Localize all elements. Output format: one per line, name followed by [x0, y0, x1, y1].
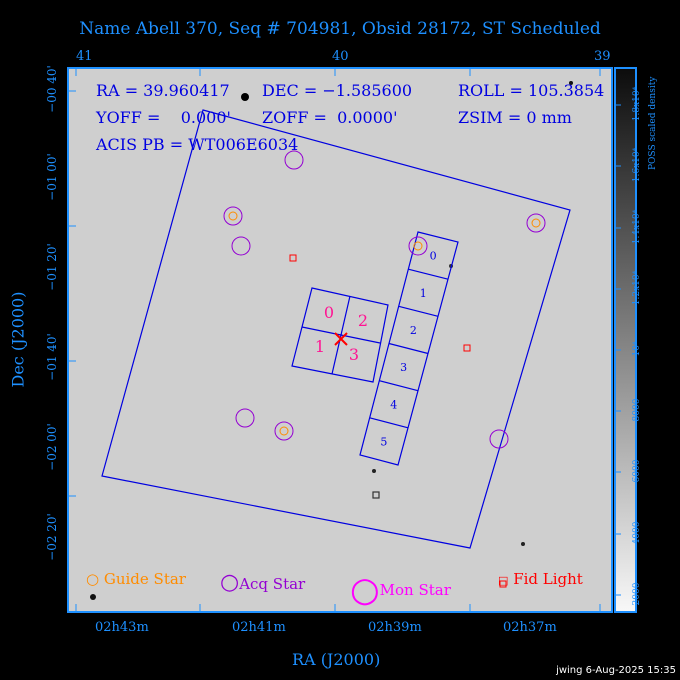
colorbar-tick-label: 6000: [632, 459, 642, 483]
acis-s-chip-label: 5: [380, 435, 387, 448]
left-tick-label: −00 40': [45, 65, 59, 113]
acq-star-circle: [235, 408, 255, 428]
chip-divider: [398, 305, 439, 317]
legend-label: Mon Star: [379, 581, 451, 599]
acis-i-chip-label: 0: [324, 303, 334, 322]
acq-star-circle: [489, 429, 509, 449]
bottom-tick-label: 02h41m: [232, 620, 286, 635]
guide-star-circle: [531, 218, 541, 228]
guide-star-circle: [228, 211, 238, 221]
acis-pb-readout: ACIS PB = WT006E6034: [96, 135, 299, 154]
x-axis-label: RA (J2000): [292, 650, 381, 669]
roll-readout: ROLL = 105.3854: [458, 81, 605, 100]
bottom-tick-label: 02h39m: [368, 620, 422, 635]
yoff-readout: YOFF = 0.000': [96, 108, 231, 127]
field-of-view: [101, 109, 571, 549]
colorbar-tick-label: 8000: [632, 398, 642, 422]
left-tick-label: −01 40': [45, 333, 59, 381]
acq-star-circle: [408, 236, 428, 256]
zsim-readout: ZSIM = 0 mm: [458, 108, 572, 127]
legend-mon-star: ○Mon Star: [350, 570, 451, 610]
acis-s-chip-label: 0: [430, 250, 437, 263]
top-tick-label: 39: [594, 49, 611, 64]
colorbar-label: POSS scaled density: [648, 76, 658, 170]
legend-guide-star: ○ Guide Star: [86, 570, 186, 588]
fid-marker: [372, 491, 380, 499]
acq-star-circle: [284, 150, 304, 170]
fid-light-marker: [463, 344, 471, 352]
acis-s-chip-label: 2: [410, 324, 417, 337]
mon-circle-icon: ○: [350, 570, 380, 610]
plot-title: Name Abell 370, Seq # 704981, Obsid 2817…: [79, 19, 601, 39]
left-tick-label: −02 00': [45, 423, 59, 471]
colorbar-tick-label: 4000: [632, 521, 642, 545]
colorbar-tick-label: 1.6x10⁴: [632, 147, 642, 183]
acq-star-circle: [231, 236, 251, 256]
chip-divider: [369, 417, 409, 429]
acq-star-circle: [274, 421, 294, 441]
legend-label: Guide Star: [103, 570, 186, 588]
legend-label: Fid Light: [513, 570, 583, 588]
legend-fid-light: □ Fid Light: [498, 570, 583, 588]
legend-acq-star: ○Acq Star: [220, 570, 305, 595]
colorbar-tick-label: 1.4x10⁴: [632, 209, 642, 245]
bottom-tick-label: 02h37m: [503, 620, 557, 635]
bottom-tick-label: 02h43m: [95, 620, 149, 635]
top-tick-label: 40: [332, 49, 349, 64]
acq-star-circle: [526, 213, 546, 233]
colorbar-tick-label: 1.8x10⁴: [632, 86, 642, 122]
guide-star-circle: [279, 426, 289, 436]
chip-divider: [379, 380, 419, 392]
footer-timestamp: jwing 6-Aug-2025 15:35: [556, 665, 676, 676]
y-axis-label: Dec (J2000): [8, 291, 28, 388]
top-tick-label: 41: [76, 49, 93, 64]
field-overlay: [101, 109, 571, 549]
fid-light-marker: [499, 580, 507, 588]
fid-square-icon: □: [498, 574, 509, 587]
chip-divider: [388, 342, 429, 355]
zoff-readout: ZOFF = 0.0000': [262, 108, 398, 127]
aimpoint-marker: [334, 332, 348, 346]
acis-i-chip-label: 2: [358, 311, 368, 330]
colorbar-tick-label: 2000: [632, 582, 642, 606]
left-tick-label: −01 20': [45, 243, 59, 291]
acis-s-chip-label: 3: [400, 361, 407, 374]
acis-i-array: [291, 287, 389, 383]
colorbar-tick-label: 10⁴: [632, 341, 642, 357]
guide-star-circle: [413, 241, 423, 251]
colorbar-tick-label: 1.2x10⁴: [632, 270, 642, 306]
left-tick-label: −02 20': [45, 513, 59, 561]
dec-readout: DEC = −1.585600: [262, 81, 413, 100]
acis-s-chip-label: 1: [420, 287, 427, 300]
ra-readout: RA = 39.960417: [96, 81, 230, 100]
acq-circle-icon: ○: [220, 570, 240, 595]
colorbar: [614, 67, 637, 613]
fid-light-marker: [289, 254, 297, 262]
acis-s-chip-label: 4: [390, 398, 397, 411]
chip-divider: [408, 268, 449, 280]
acis-i-chip-label: 1: [315, 337, 325, 356]
acis-i-chip-label: 3: [349, 345, 359, 364]
acq-star-circle: [223, 206, 243, 226]
legend-label: Acq Star: [239, 575, 306, 593]
left-tick-label: −01 00': [45, 153, 59, 201]
